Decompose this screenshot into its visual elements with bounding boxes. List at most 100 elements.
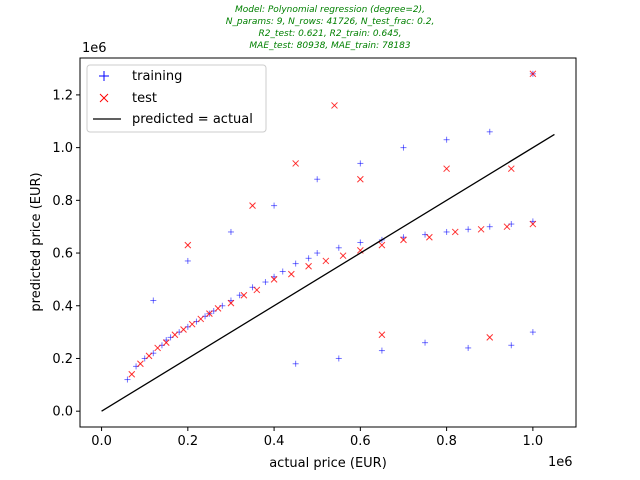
test-point	[184, 241, 192, 249]
training-point	[357, 239, 364, 246]
legend-label-training: training	[132, 69, 182, 84]
x-offset-label: 1e6	[548, 455, 573, 470]
test-point	[270, 276, 278, 283]
title-line-4: MAE_test: 80938, MAE_train: 78183	[249, 41, 410, 51]
y-tick-label: 0.4	[52, 299, 73, 314]
test-point	[339, 252, 347, 260]
test-point	[529, 70, 537, 78]
legend-label-test: test	[132, 91, 157, 106]
test-point	[507, 165, 515, 173]
training-point	[262, 279, 269, 286]
x-tick-label: 0.8	[436, 434, 457, 449]
test-point	[214, 305, 222, 312]
y-axis-label: predicted price (EUR)	[29, 172, 44, 311]
test-point	[378, 331, 386, 339]
test-point	[162, 339, 170, 347]
y-tick-label: 0.2	[52, 352, 73, 367]
training-point	[486, 128, 493, 135]
test-point	[503, 223, 511, 231]
test-point	[331, 102, 338, 109]
test-point	[137, 360, 144, 368]
legend-box	[86, 64, 267, 133]
test-point	[451, 228, 459, 236]
training-point	[314, 250, 321, 257]
training-point	[124, 376, 131, 383]
legend: training test predicted = actual	[86, 64, 267, 133]
x-axis-ticks: 0.0 0.2 0.4 0.6 0.8 1.0	[91, 427, 543, 449]
data-points	[124, 70, 537, 383]
x-tick-label: 1.0	[523, 434, 544, 449]
test-point	[287, 270, 295, 278]
test-point	[171, 331, 179, 339]
chart-title: Model: Polynomial regression (degree=2),…	[226, 5, 435, 51]
test-point	[188, 320, 196, 328]
training-point	[443, 136, 450, 143]
training-point	[184, 257, 191, 264]
test-point	[206, 310, 213, 318]
training-point	[150, 297, 157, 304]
title-line-3: R2_test: 0.621, R2_train: 0.645,	[258, 29, 401, 39]
training-point	[486, 223, 493, 230]
legend-marker-training	[99, 71, 109, 81]
training-point	[305, 255, 312, 262]
y-offset-label: 1e6	[82, 41, 107, 56]
test-point	[426, 233, 433, 241]
test-point	[477, 225, 485, 233]
training-point	[422, 339, 429, 346]
training-point	[236, 292, 243, 299]
training-point	[443, 228, 450, 235]
test-point	[145, 352, 153, 360]
training-point	[271, 202, 278, 209]
training-point	[292, 360, 299, 367]
test-point	[322, 257, 330, 265]
reference-line-group	[101, 133, 555, 412]
training-point	[314, 176, 321, 183]
title-line-1: Model: Polynomial regression (degree=2),	[235, 5, 425, 15]
training-point	[465, 344, 472, 351]
x-tick-label: 0.6	[350, 434, 371, 449]
training-point	[529, 329, 536, 336]
x-axis-label: actual price (EUR)	[269, 456, 387, 471]
test-point	[227, 299, 235, 307]
training-point	[335, 355, 342, 362]
y-axis-ticks: 0.0 0.2 0.4 0.6 0.8 1.0 1.2	[52, 88, 80, 420]
training-point	[378, 347, 385, 354]
x-tick-label: 0.4	[264, 434, 285, 449]
training-point	[227, 228, 234, 235]
training-point	[335, 244, 342, 251]
test-point	[197, 315, 205, 323]
test-point	[443, 165, 450, 173]
test-point	[378, 241, 386, 249]
x-tick-label: 0.2	[177, 434, 198, 449]
y-tick-label: 1.2	[52, 88, 73, 103]
test-point	[128, 370, 136, 378]
test-point	[180, 326, 187, 333]
test-point	[249, 202, 256, 209]
training-point	[465, 226, 472, 233]
test-point	[486, 334, 494, 341]
test-point	[240, 291, 248, 299]
legend-label-reference-line: predicted = actual	[132, 112, 253, 127]
legend-marker-test	[99, 93, 109, 103]
plot-area-frame	[79, 57, 577, 428]
y-tick-label: 0.0	[52, 405, 73, 420]
y-tick-label: 0.8	[52, 194, 73, 209]
y-tick-label: 0.6	[52, 247, 73, 262]
test-point	[292, 160, 300, 167]
test-point	[305, 262, 312, 270]
training-point	[279, 268, 286, 275]
title-line-2: N_params: 9, N_rows: 41726, N_test_frac:…	[226, 17, 435, 27]
test-point	[154, 344, 161, 352]
test-point	[529, 220, 537, 228]
test-point	[253, 286, 261, 294]
x-tick-label: 0.0	[91, 434, 112, 449]
reference-line	[101, 133, 555, 412]
test-point	[400, 236, 407, 244]
training-point	[508, 342, 515, 349]
training-point	[357, 160, 364, 167]
y-tick-label: 1.0	[52, 141, 73, 156]
training-point	[400, 144, 407, 151]
test-point	[356, 175, 364, 183]
training-point	[292, 260, 299, 267]
